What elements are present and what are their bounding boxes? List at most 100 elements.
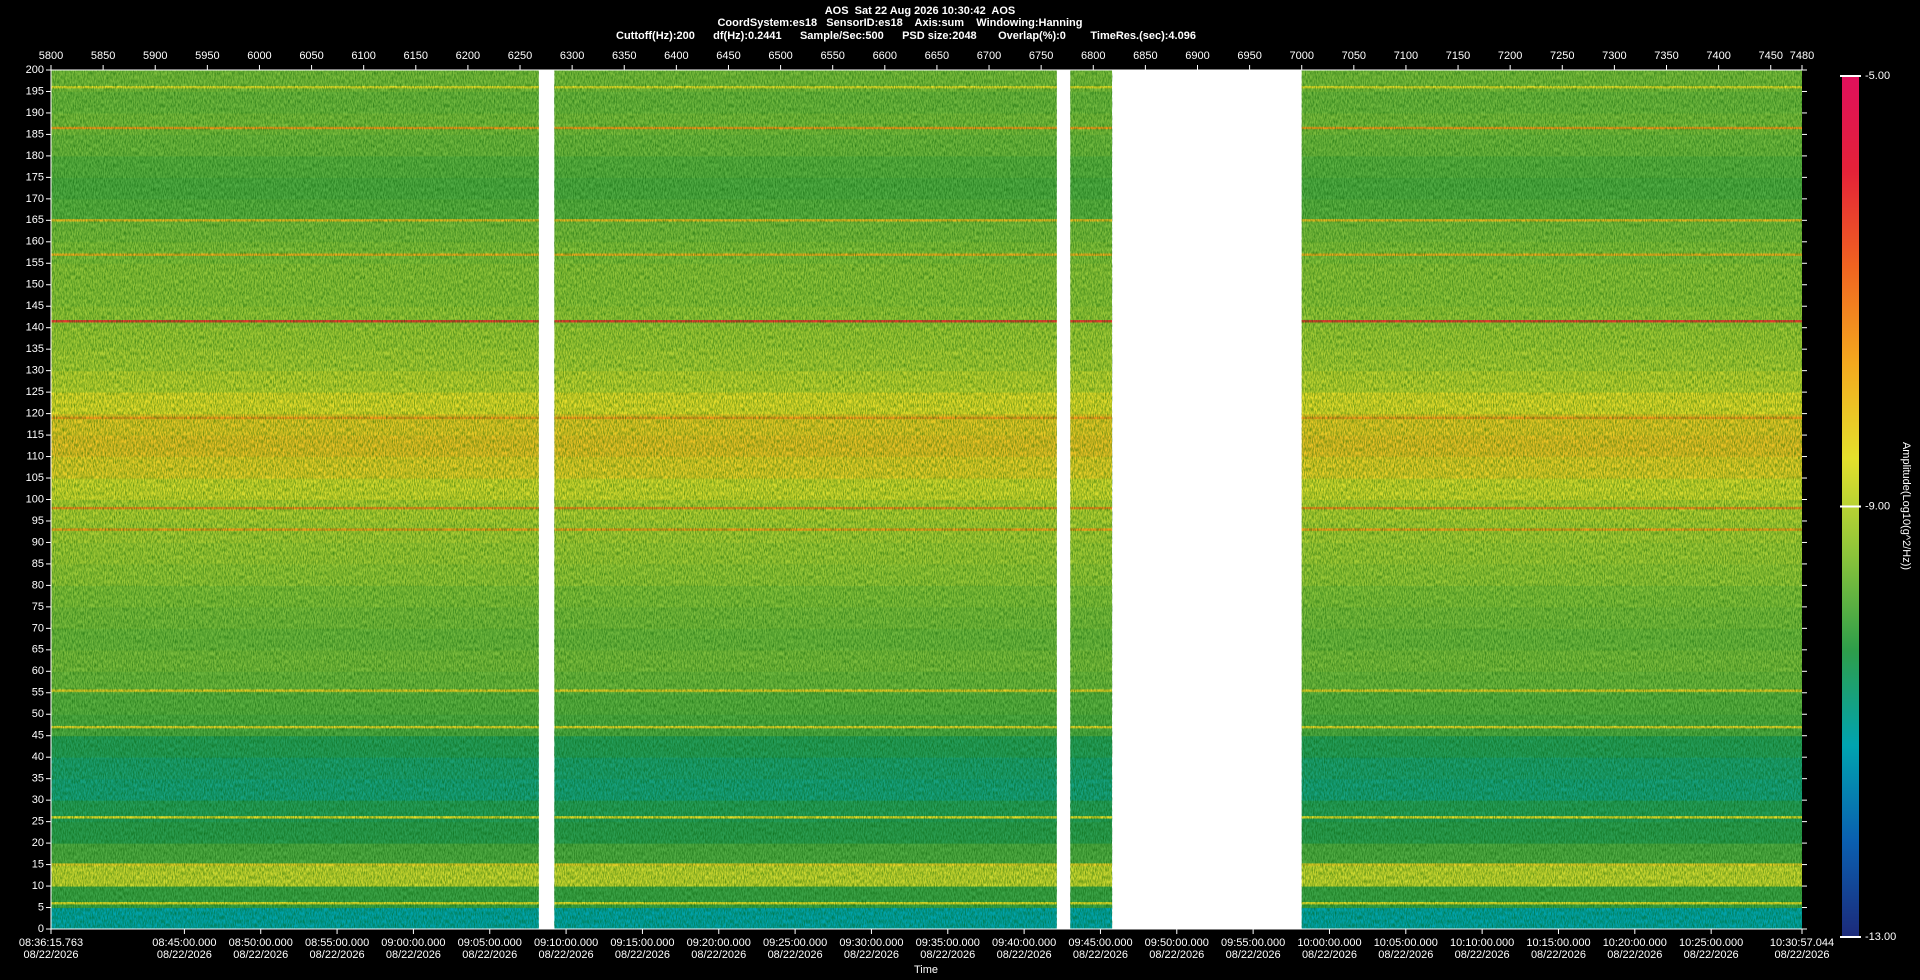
texture: [51, 70, 539, 929]
x-tick-label: 10:15:00.000: [1526, 937, 1590, 949]
x-tick-label: 09:35:00.000: [916, 937, 980, 949]
x2-tick-label: 6300: [560, 50, 584, 62]
x-tick-date: 08/22/2026: [1531, 949, 1586, 961]
x-tick-label: 09:05:00.000: [458, 937, 522, 949]
x2-tick-label: 7000: [1289, 50, 1313, 62]
x-axis-label: Time: [914, 964, 938, 976]
y-tick-label: 100: [26, 493, 44, 505]
x2-tick-label: 6250: [508, 50, 532, 62]
colorbar-tick-label: -13.00: [1865, 931, 1896, 943]
x-tick-label: 09:50:00.000: [1145, 937, 1209, 949]
texture: [1301, 70, 1802, 929]
x2-tick-label: 6900: [1185, 50, 1209, 62]
x-tick-label: 08:36:15.763: [19, 937, 83, 949]
y-tick-label: 110: [26, 450, 44, 462]
x-tick-label: 10:30:57.044: [1770, 937, 1834, 949]
chart-title: AOS Sat 22 Aug 2026 10:30:42 AOS: [825, 5, 1016, 17]
y-tick-label: 5: [38, 901, 44, 913]
x-tick-label: 10:10:00.000: [1450, 937, 1514, 949]
y-tick-label: 60: [32, 665, 44, 677]
x-tick-label: 09:10:00.000: [534, 937, 598, 949]
x-tick-label: 09:00:00.000: [381, 937, 445, 949]
y-tick-label: 130: [26, 365, 44, 377]
y-tick-label: 75: [32, 601, 44, 613]
x2-tick-label: 7200: [1498, 50, 1522, 62]
y-tick-label: 90: [32, 536, 44, 548]
y-tick-label: 160: [26, 236, 44, 248]
y-tick-label: 85: [32, 558, 44, 570]
x2-tick-label: 6350: [612, 50, 636, 62]
x2-tick-label: 6400: [664, 50, 688, 62]
chart-subtitle: CoordSystem:es18 SensorID:es18 Axis:sum …: [717, 17, 1082, 29]
y-tick-label: 25: [32, 816, 44, 828]
x-tick-date: 08/22/2026: [997, 949, 1052, 961]
colorbar-label: Amplitude(Log10(g^2/Hz)): [1900, 442, 1912, 570]
y-tick-label: 20: [32, 837, 44, 849]
x-tick-date: 08/22/2026: [539, 949, 594, 961]
x2-tick-label: 7350: [1654, 50, 1678, 62]
y-tick-label: 10: [32, 880, 44, 892]
colorbar-tick-label: -5.00: [1865, 70, 1890, 82]
x-tick-date: 08/22/2026: [1226, 949, 1281, 961]
x2-tick-label: 7400: [1706, 50, 1730, 62]
y-tick-label: 175: [26, 171, 44, 183]
x-tick-label: 10:20:00.000: [1603, 937, 1667, 949]
x2-tick-label: 6950: [1237, 50, 1261, 62]
x-tick-label: 10:05:00.000: [1374, 937, 1438, 949]
x-tick-label: 09:15:00.000: [610, 937, 674, 949]
x-tick-label: 08:55:00.000: [305, 937, 369, 949]
y-tick-label: 135: [26, 343, 44, 355]
x-tick-label: 10:25:00.000: [1679, 937, 1743, 949]
y-tick-label: 95: [32, 515, 44, 527]
y-tick-label: 120: [26, 408, 44, 420]
y-tick-label: 30: [32, 794, 44, 806]
x-tick-label: 10:00:00.000: [1297, 937, 1361, 949]
x2-tick-label: 6100: [351, 50, 375, 62]
y-tick-label: 0: [38, 923, 44, 935]
x-tick-date: 08/22/2026: [1378, 949, 1433, 961]
x2-tick-label: 7050: [1342, 50, 1366, 62]
y-tick-label: 195: [26, 85, 44, 97]
x-tick-date: 08/22/2026: [386, 949, 441, 961]
x-tick-date: 08/22/2026: [768, 949, 823, 961]
x-tick-label: 09:45:00.000: [1068, 937, 1132, 949]
x2-tick-label: 5800: [39, 50, 63, 62]
y-tick-label: 185: [26, 128, 44, 140]
colorbar-tick-label: -9.00: [1865, 500, 1890, 512]
x-tick-label: 08:50:00.000: [229, 937, 293, 949]
y-tick-label: 115: [26, 429, 44, 441]
y-tick-label: 170: [26, 193, 44, 205]
x-tick-date: 08/22/2026: [1774, 949, 1829, 961]
y-tick-label: 140: [26, 322, 44, 334]
y-tick-label: 125: [26, 386, 44, 398]
y-tick-label: 150: [26, 279, 44, 291]
x-tick-date: 08/22/2026: [1607, 949, 1662, 961]
x-tick-date: 08/22/2026: [310, 949, 365, 961]
x2-tick-label: 6600: [873, 50, 897, 62]
x-tick-date: 08/22/2026: [844, 949, 899, 961]
x-tick-date: 08/22/2026: [1684, 949, 1739, 961]
x-tick-date: 08/22/2026: [157, 949, 212, 961]
x-tick-date: 08/22/2026: [1455, 949, 1510, 961]
y-tick-label: 55: [32, 687, 44, 699]
x-tick-date: 08/22/2026: [462, 949, 517, 961]
spectrogram-image: [51, 70, 1802, 930]
x2-tick-label: 7300: [1602, 50, 1626, 62]
x2-tick-label: 6500: [768, 50, 792, 62]
x-tick-date: 08/22/2026: [233, 949, 288, 961]
x-tick-date: 08/22/2026: [23, 949, 78, 961]
x2-tick-label: 6450: [716, 50, 740, 62]
y-tick-label: 50: [32, 708, 44, 720]
x-tick-date: 08/22/2026: [615, 949, 670, 961]
x-tick-date: 08/22/2026: [920, 949, 975, 961]
x2-tick-label: 7250: [1550, 50, 1574, 62]
x2-tick-label: 6650: [925, 50, 949, 62]
x2-tick-label: 6800: [1081, 50, 1105, 62]
x2-tick-label: 6550: [820, 50, 844, 62]
x2-tick-label: 7480: [1790, 50, 1814, 62]
y-tick-label: 70: [32, 622, 44, 634]
x2-tick-label: 5850: [91, 50, 115, 62]
x-tick-date: 08/22/2026: [691, 949, 746, 961]
y-tick-label: 40: [32, 751, 44, 763]
